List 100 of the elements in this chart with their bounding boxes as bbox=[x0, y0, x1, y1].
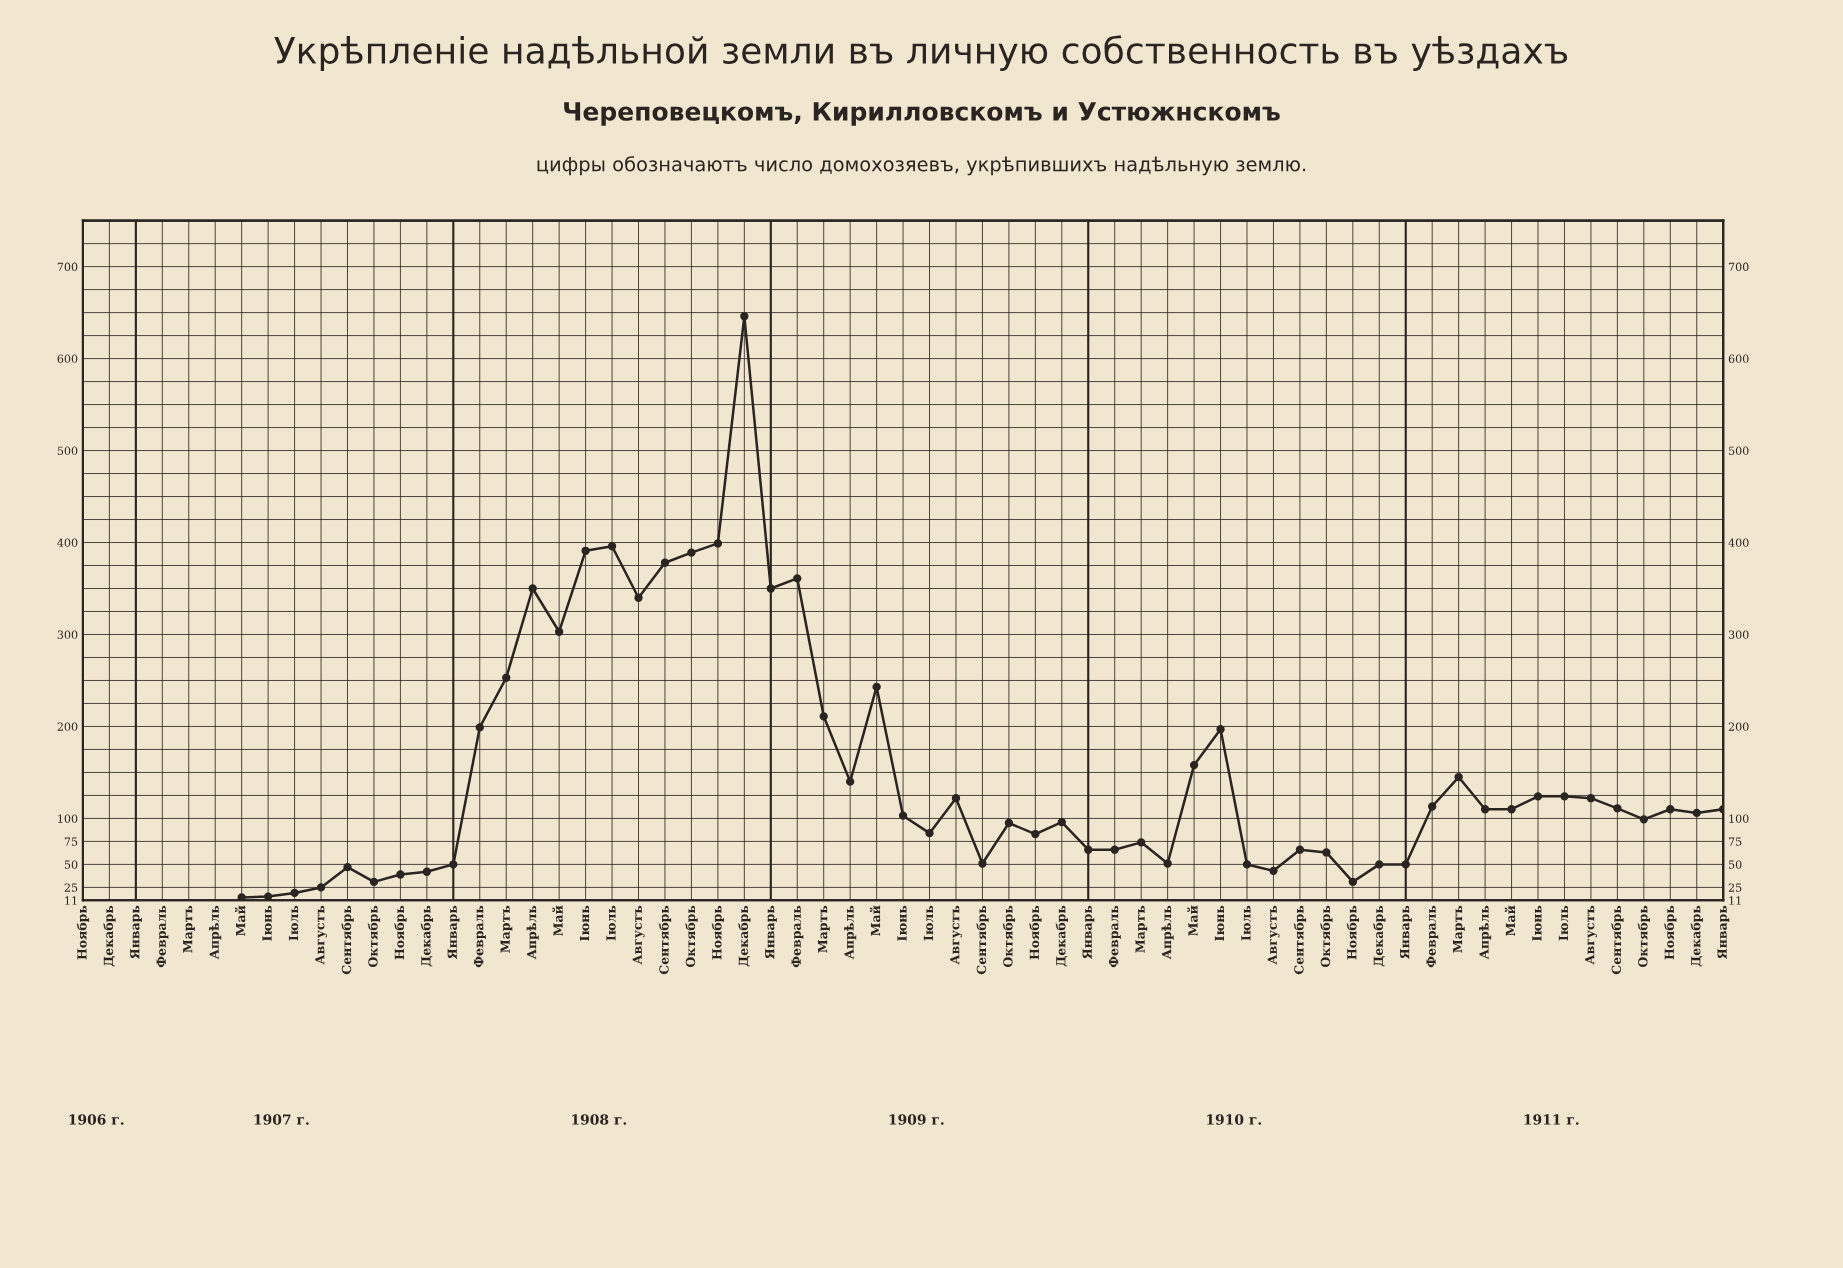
point bbox=[1269, 866, 1278, 876]
x-tick-label: Сентябрь bbox=[1611, 905, 1624, 975]
point bbox=[1666, 805, 1675, 814]
x-tick-label: Ноябрь bbox=[1346, 905, 1359, 960]
x-tick-label: Январь bbox=[765, 905, 777, 960]
point bbox=[634, 593, 643, 602]
x-tick-label: Мартъ bbox=[500, 905, 513, 953]
x-tick-label: Апрѣль bbox=[526, 905, 539, 960]
y2-tick-label: 11 bbox=[1729, 896, 1741, 905]
point bbox=[766, 584, 775, 593]
chart-subtitle: Череповецкомъ, Кирилловскомъ и Устюжнскомъ bbox=[564, 102, 1280, 126]
point bbox=[1189, 760, 1199, 770]
x-tick-label: Январь bbox=[1400, 905, 1412, 960]
x-tick-label: Мартъ bbox=[183, 905, 195, 953]
y-tick-label: 300 bbox=[57, 630, 78, 639]
x-tick-label: Февраль bbox=[791, 905, 804, 968]
point bbox=[581, 546, 590, 555]
point bbox=[1639, 815, 1649, 824]
point bbox=[1348, 877, 1357, 887]
y2-tick-label: 75 bbox=[1729, 837, 1742, 846]
x-tick-label: Августъ bbox=[950, 905, 963, 965]
x-tick-label: Ноябрь bbox=[1029, 905, 1042, 960]
x-tick-label: Апрѣль bbox=[844, 905, 857, 960]
point bbox=[1004, 818, 1014, 828]
point bbox=[1031, 829, 1040, 839]
y2-tick-label: 200 bbox=[1728, 722, 1749, 731]
x-tick-label: Октябрь bbox=[1637, 905, 1650, 968]
point bbox=[1163, 859, 1172, 868]
x-tick-label: Ноябрь bbox=[1664, 905, 1677, 960]
x-tick-label: Іюнь bbox=[262, 905, 272, 941]
point bbox=[845, 777, 855, 786]
x-tick-label: Декабрь bbox=[1055, 905, 1068, 967]
x-tick-label: Январь bbox=[1717, 905, 1730, 960]
point bbox=[872, 682, 881, 692]
x-tick-label: Апрѣль bbox=[1479, 905, 1492, 960]
y-tick-label: 400 bbox=[57, 538, 78, 547]
point bbox=[925, 828, 934, 838]
y-tick-label: 600 bbox=[57, 354, 78, 363]
y2-tick-label: 700 bbox=[1729, 262, 1749, 271]
y-tick-label: 100 bbox=[58, 814, 78, 823]
point bbox=[1692, 808, 1701, 818]
x-tick-label: Январь bbox=[1082, 905, 1095, 960]
point bbox=[1322, 848, 1331, 857]
point bbox=[607, 542, 617, 551]
x-tick-label: Сентябрь bbox=[1293, 905, 1307, 975]
point bbox=[290, 888, 299, 898]
point bbox=[316, 883, 326, 892]
chart-title: Укрѣпленіе надѣльной земли въ личную собственность въ уѣздахъ bbox=[274, 35, 1568, 71]
text: 1907 г. bbox=[254, 1114, 309, 1125]
point bbox=[1560, 792, 1569, 801]
point bbox=[1375, 860, 1384, 869]
x-tick-label: Май bbox=[869, 905, 881, 936]
x-tick-label: Октябрь bbox=[1002, 905, 1016, 968]
x-tick-label: Февраль bbox=[156, 905, 169, 968]
point bbox=[1507, 805, 1516, 814]
point bbox=[978, 859, 987, 868]
y-tick-label: 25 bbox=[64, 883, 78, 892]
point bbox=[554, 627, 564, 636]
x-tick-label: Ноябрь bbox=[711, 905, 725, 960]
point bbox=[1110, 845, 1119, 854]
text: 1909 г. bbox=[889, 1114, 944, 1125]
y2-tick-label: 25 bbox=[1728, 883, 1742, 892]
x-tick-label: Іюнь bbox=[897, 905, 907, 941]
point bbox=[449, 860, 458, 869]
point bbox=[1057, 817, 1066, 827]
point bbox=[1084, 845, 1093, 854]
x-tick-label: Іюнь bbox=[1214, 905, 1225, 941]
text: 1908 г. bbox=[572, 1114, 627, 1125]
y2-tick-label: 400 bbox=[1728, 538, 1749, 547]
point bbox=[951, 794, 961, 803]
y2-tick-label: 600 bbox=[1728, 354, 1749, 363]
x-tick-label: Февраль bbox=[474, 905, 486, 968]
x-tick-label: Августъ bbox=[632, 905, 645, 965]
point bbox=[819, 712, 828, 721]
x-tick-label: Сентябрь bbox=[976, 905, 989, 975]
y-tick-label: 200 bbox=[57, 722, 78, 731]
point bbox=[1295, 845, 1305, 854]
point bbox=[1454, 772, 1463, 782]
point bbox=[1533, 792, 1543, 801]
x-tick-label: Августъ bbox=[315, 905, 328, 965]
x-tick-label: Іюль bbox=[1558, 905, 1569, 941]
point bbox=[502, 673, 511, 682]
x-tick-label: Іюль bbox=[1241, 905, 1251, 941]
x-tick-label: Январь bbox=[130, 905, 142, 960]
x-tick-label: Май bbox=[1187, 905, 1198, 936]
x-tick-label: Февраль bbox=[1426, 905, 1439, 968]
point bbox=[1401, 860, 1410, 869]
point bbox=[1428, 802, 1437, 811]
y-tick-label: 75 bbox=[64, 837, 78, 846]
point bbox=[740, 312, 749, 321]
x-tick-label: Декабрь bbox=[738, 905, 751, 967]
x-tick-label: Мартъ bbox=[1135, 905, 1148, 953]
x-tick-label: Декабрь bbox=[1373, 905, 1386, 967]
point bbox=[422, 867, 432, 876]
x-tick-label: Мартъ bbox=[1452, 905, 1465, 953]
point bbox=[1242, 860, 1252, 869]
x-tick-label: Май bbox=[1504, 905, 1516, 936]
y2-tick-label: 500 bbox=[1729, 446, 1749, 455]
x-tick-label: Іюнь bbox=[579, 905, 590, 941]
point bbox=[660, 558, 670, 567]
